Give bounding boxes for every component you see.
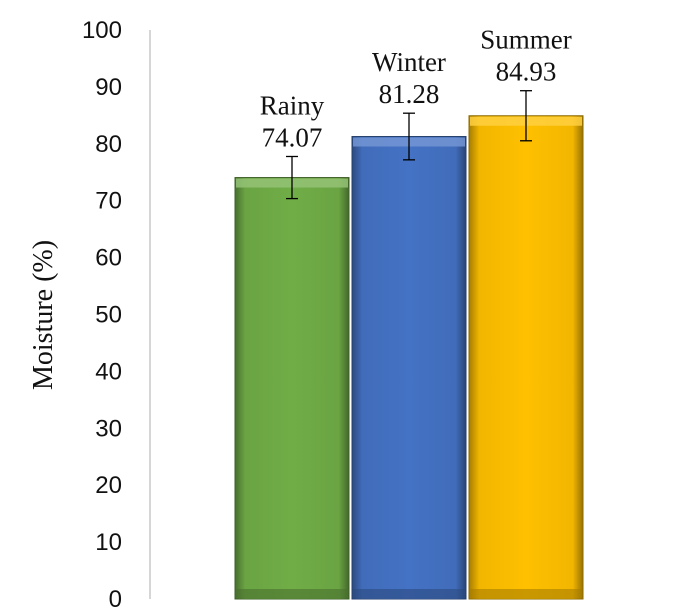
category-label: Rainy xyxy=(260,90,325,120)
y-tick-label: 10 xyxy=(95,529,122,556)
y-tick-label: 90 xyxy=(95,74,122,101)
y-tick-label: 40 xyxy=(95,358,122,385)
y-tick-label: 100 xyxy=(82,17,122,44)
y-tick-label: 20 xyxy=(95,472,122,499)
y-tick-label: 50 xyxy=(95,302,122,329)
y-axis-ticks: 0 10 20 30 40 50 60 70 80 90 100 xyxy=(82,17,122,613)
error-bar xyxy=(403,112,415,161)
value-label: 74.07 xyxy=(262,122,323,152)
category-label: Summer xyxy=(480,25,572,55)
error-bar xyxy=(520,90,532,142)
category-label: Winter xyxy=(372,47,446,77)
error-bar xyxy=(286,155,298,200)
y-tick-label: 30 xyxy=(95,415,122,442)
y-tick-label: 70 xyxy=(95,188,122,215)
y-axis-title: Moisture (%) xyxy=(28,240,59,390)
bar-winter xyxy=(351,136,467,600)
bar-summer xyxy=(468,115,584,600)
y-tick-label: 80 xyxy=(95,131,122,158)
error-bars xyxy=(286,90,532,200)
y-tick-label: 0 xyxy=(109,586,122,613)
bars xyxy=(234,115,584,600)
value-label: 81.28 xyxy=(379,79,440,109)
value-label: 84.93 xyxy=(496,57,557,87)
bar-rainy xyxy=(234,177,350,600)
y-tick-label: 60 xyxy=(95,245,122,272)
